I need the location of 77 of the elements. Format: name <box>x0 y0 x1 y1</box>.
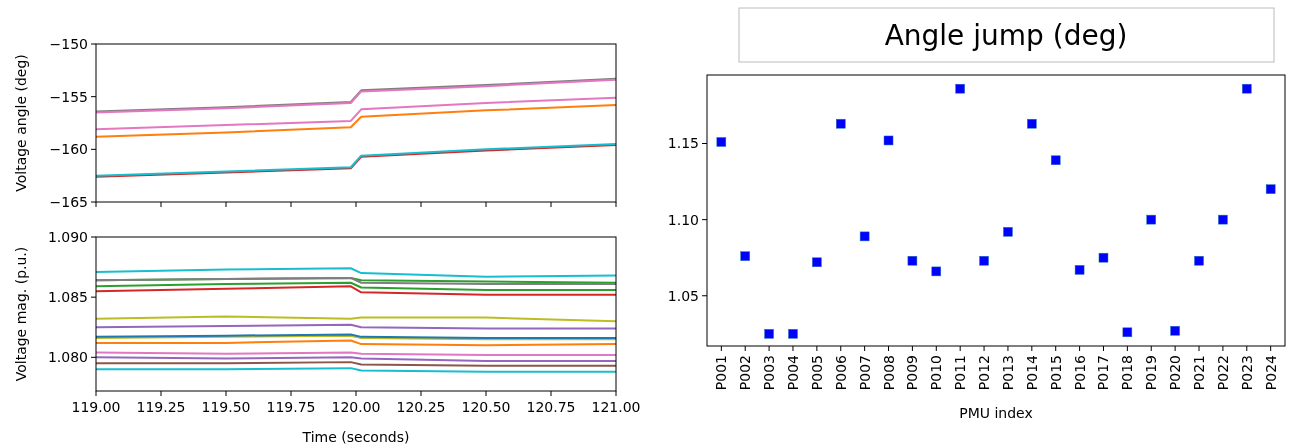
x-tick-label: 120.25 <box>396 399 446 415</box>
x-tick-label: 119.50 <box>201 399 251 415</box>
x-tick-label: P014 <box>1023 354 1040 391</box>
x-tick-label: 120.75 <box>526 399 576 415</box>
x-tick-label: P024 <box>1262 354 1279 391</box>
point <box>859 231 870 242</box>
x-tick-label: P016 <box>1071 354 1088 391</box>
x-tick-label: P018 <box>1119 355 1136 391</box>
y-tick-label: −165 <box>49 193 88 210</box>
y-tick-label: 1.080 <box>47 349 88 366</box>
x-tick-label: P004 <box>784 354 801 391</box>
x-tick-label: P006 <box>832 354 849 391</box>
x-tick-label: P019 <box>1143 355 1160 391</box>
point <box>883 135 894 146</box>
x-tick-label: P017 <box>1095 355 1112 391</box>
x-tick-label: P005 <box>808 355 825 391</box>
point <box>1242 83 1252 94</box>
x-tick-label: P023 <box>1238 355 1255 391</box>
y-tick-label: 1.05 <box>667 287 699 304</box>
point <box>1050 155 1061 166</box>
point <box>979 255 989 266</box>
point <box>788 329 798 339</box>
point <box>907 255 918 266</box>
x-tick-label: P020 <box>1167 355 1184 391</box>
y-tick-label: 1.085 <box>47 289 88 306</box>
point <box>1146 214 1156 225</box>
x-tick-label: 119.75 <box>266 399 316 415</box>
point <box>955 83 965 94</box>
line-series <box>95 96 617 131</box>
x-tick-label: P003 <box>761 355 778 391</box>
y-tick-label: −160 <box>49 141 88 158</box>
x-tick-label: P013 <box>999 355 1016 391</box>
x-tick-label: P010 <box>928 355 945 391</box>
x-tick-label: 119.25 <box>136 399 186 415</box>
x-tick-label: 121.00 <box>591 399 641 415</box>
x-tick-label: 120.50 <box>461 399 511 415</box>
line-series <box>95 285 617 296</box>
y-tick-label: 1.090 <box>47 228 88 245</box>
x-tick-label: P001 <box>713 355 730 391</box>
x-tick-label: 119.00 <box>71 399 121 415</box>
point <box>764 329 774 339</box>
x-axis-title: PMU index <box>959 405 1033 421</box>
point <box>1074 265 1085 275</box>
point <box>1218 214 1228 225</box>
y-tick-label: −155 <box>49 88 88 105</box>
chart-title: Angle jump (deg) <box>884 18 1128 52</box>
line-series <box>95 267 617 278</box>
line-series <box>95 281 617 291</box>
x-tick-label: P007 <box>856 355 873 391</box>
y-tick-label: −150 <box>49 35 88 52</box>
x-tick-label: P002 <box>737 355 754 391</box>
x-tick-label: P022 <box>1214 355 1231 391</box>
line-series <box>95 104 617 138</box>
y-axis-title: Voltage mag. (p.u.) <box>13 246 29 382</box>
y-tick-label: 1.15 <box>667 135 699 152</box>
point <box>1003 227 1013 237</box>
x-axis-title: Time (seconds) <box>301 429 410 445</box>
point <box>1027 118 1037 129</box>
x-tick-label: 120.00 <box>331 399 381 415</box>
x-tick-label: P008 <box>880 355 897 391</box>
point <box>1265 184 1276 194</box>
x-tick-label: P009 <box>904 355 921 391</box>
point <box>1122 327 1133 338</box>
point <box>1194 255 1204 266</box>
x-tick-label: P021 <box>1191 355 1208 391</box>
x-tick-label: P011 <box>952 355 969 391</box>
y-tick-label: 1.10 <box>667 211 699 228</box>
point <box>812 257 822 268</box>
x-tick-label: P012 <box>976 355 993 391</box>
x-tick-label: P015 <box>1047 355 1064 391</box>
y-axis-title: Voltage angle (deg) <box>13 54 29 192</box>
point <box>1098 252 1109 263</box>
point <box>931 266 942 277</box>
point <box>836 118 846 129</box>
point <box>740 251 750 261</box>
point <box>716 137 727 147</box>
point <box>1170 326 1180 336</box>
